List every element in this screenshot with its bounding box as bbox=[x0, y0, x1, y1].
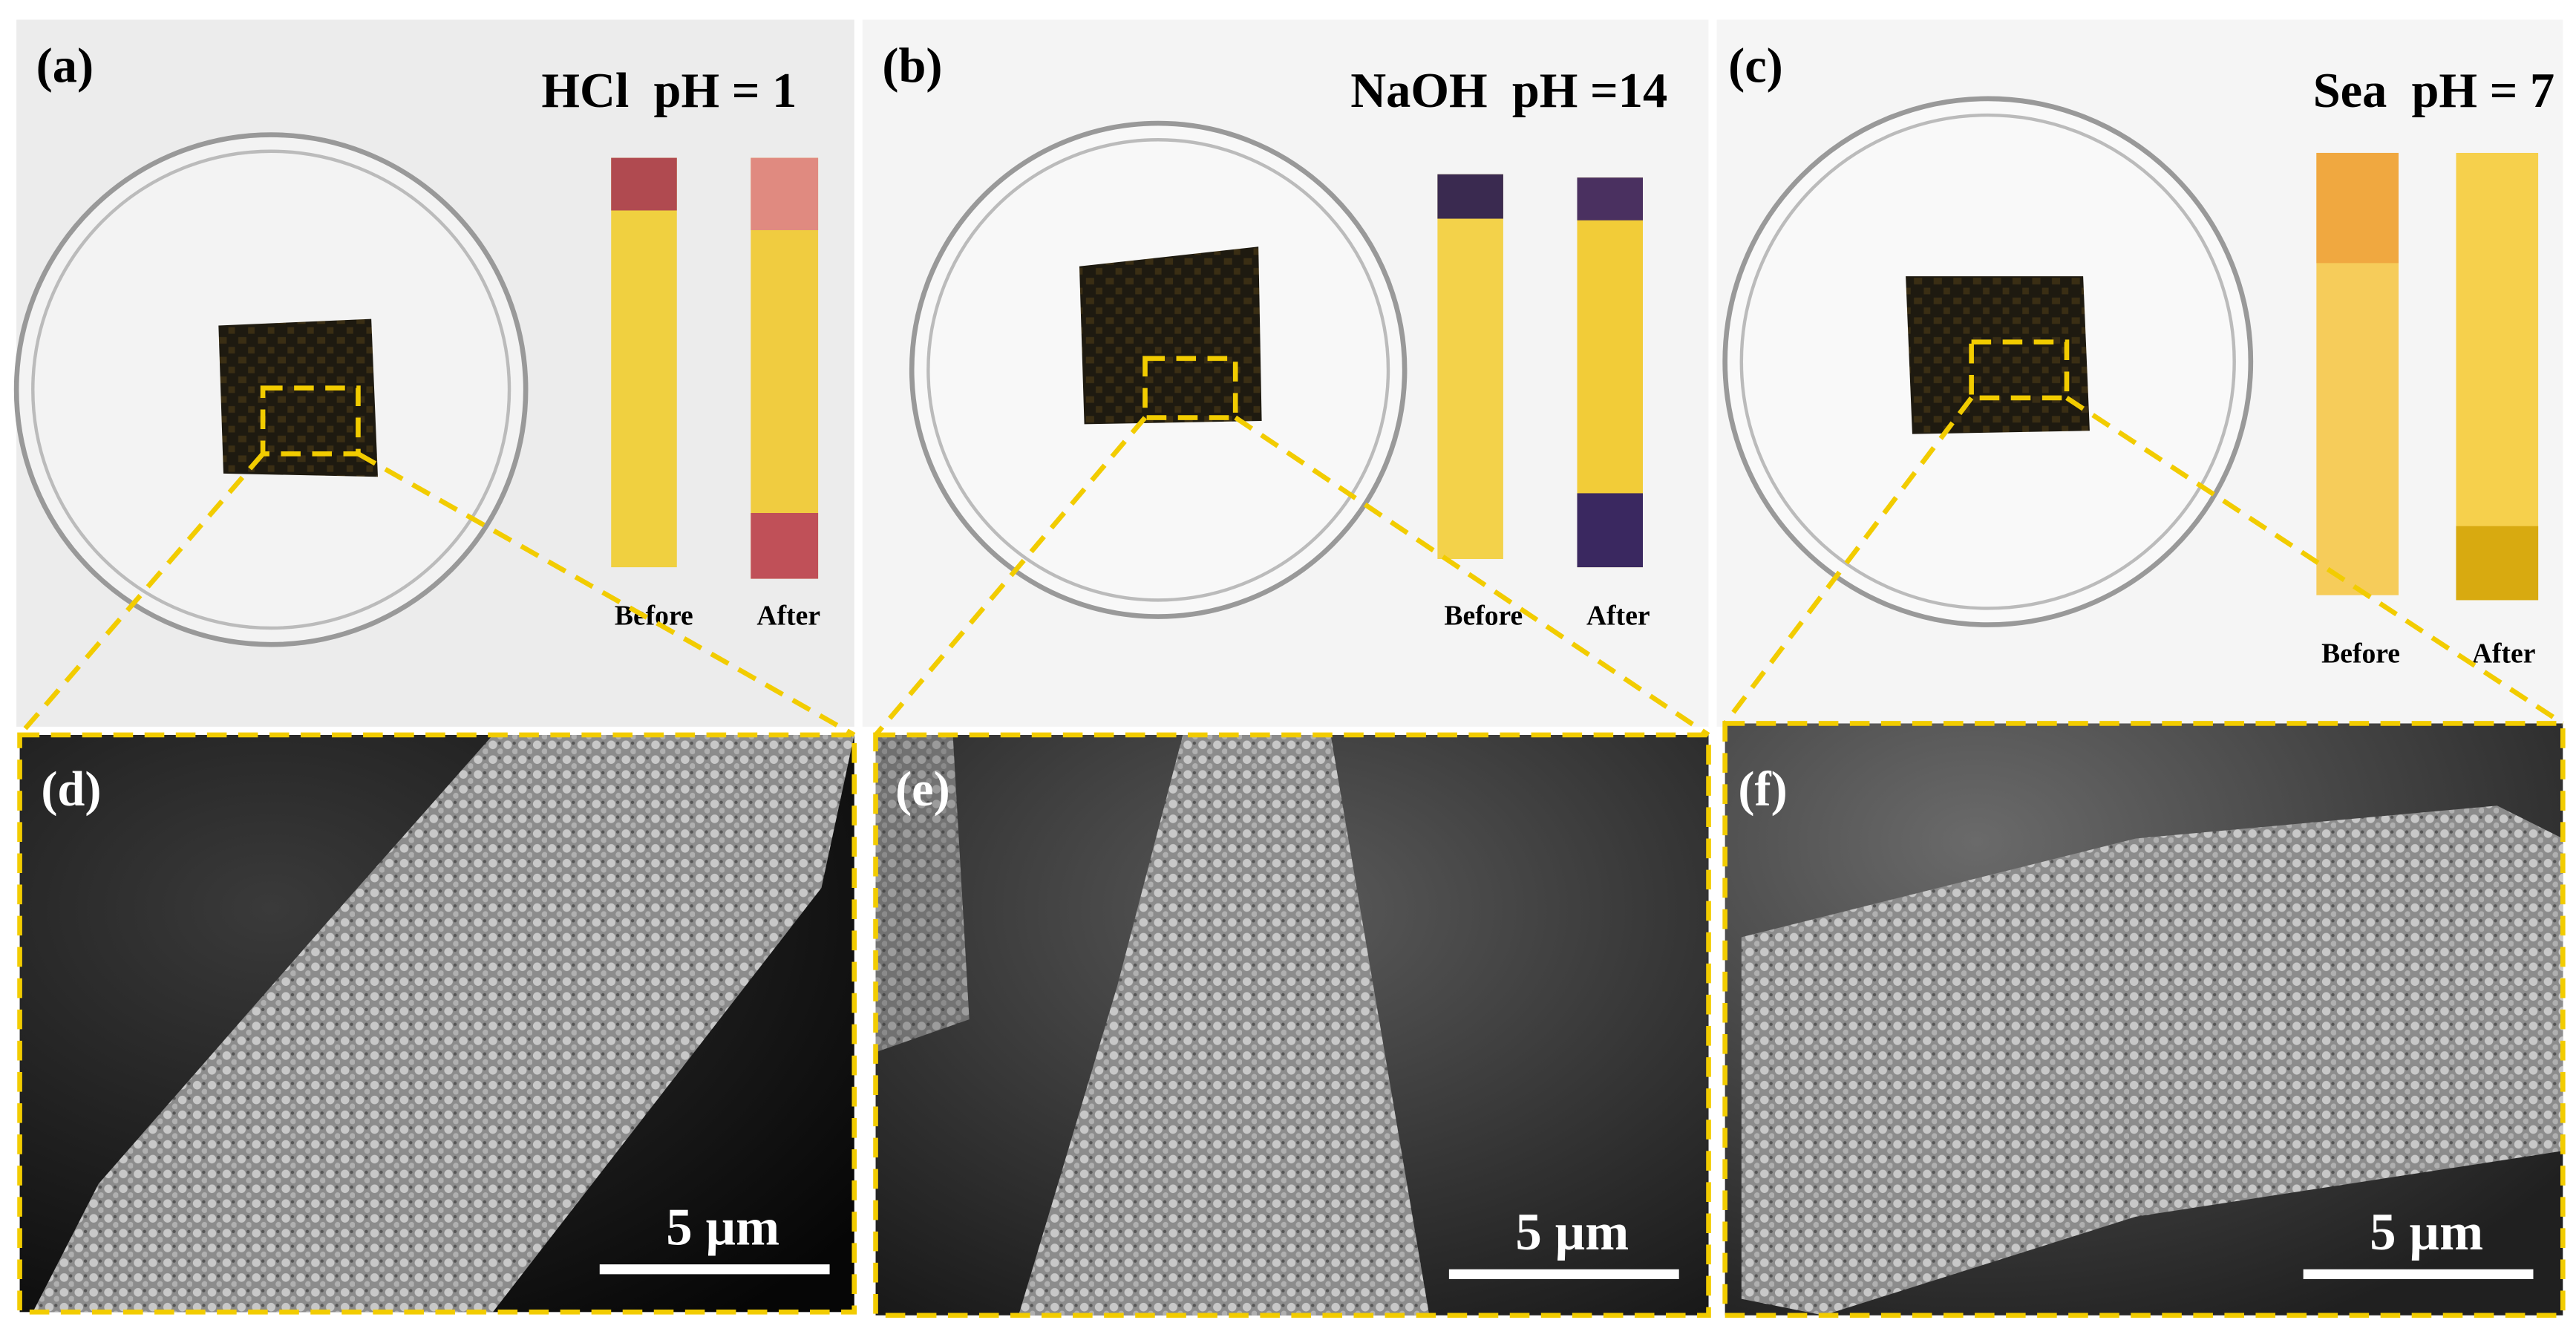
strip-label: Before bbox=[1444, 601, 1523, 632]
strip-label: Before bbox=[2321, 638, 2400, 670]
strip-label: After bbox=[756, 601, 820, 632]
panel-title: Sea pH = 7 bbox=[2313, 64, 2555, 118]
panel-label: (f) bbox=[1738, 762, 1787, 817]
panel-label: (c) bbox=[1728, 39, 1783, 94]
photo-panel-a: (a) HCl pH = 1 Before After bbox=[13, 19, 854, 727]
panel-label: (e) bbox=[895, 762, 950, 817]
sem-panel-e: (e) 5 µm bbox=[873, 732, 1711, 1318]
panel-title: NaOH pH =14 bbox=[1350, 64, 1667, 118]
panel-title: HCl pH = 1 bbox=[541, 64, 797, 118]
scale-bar-label: 5 µm bbox=[1515, 1203, 1629, 1261]
zoom-lines bbox=[18, 396, 2565, 737]
strip-label: After bbox=[1586, 601, 1650, 632]
panel-label: (a) bbox=[36, 39, 94, 94]
strip-label: Before bbox=[615, 601, 693, 632]
strip-label: After bbox=[2472, 638, 2536, 670]
photo-panel-b: (b) NaOH pH =14 Before After bbox=[862, 19, 1709, 727]
sem-panel-d: (d) 5 µm bbox=[17, 732, 857, 1315]
scale-bar-label: 5 µm bbox=[666, 1199, 779, 1257]
photo-panel-c: (c) Sea pH = 7 Before After bbox=[1716, 19, 2563, 727]
panel-label: (d) bbox=[41, 762, 101, 817]
sem-panel-f: (f) 5 µm bbox=[1722, 721, 2566, 1318]
panel-label: (b) bbox=[882, 39, 942, 94]
scale-bar-label: 5 µm bbox=[2370, 1203, 2483, 1261]
